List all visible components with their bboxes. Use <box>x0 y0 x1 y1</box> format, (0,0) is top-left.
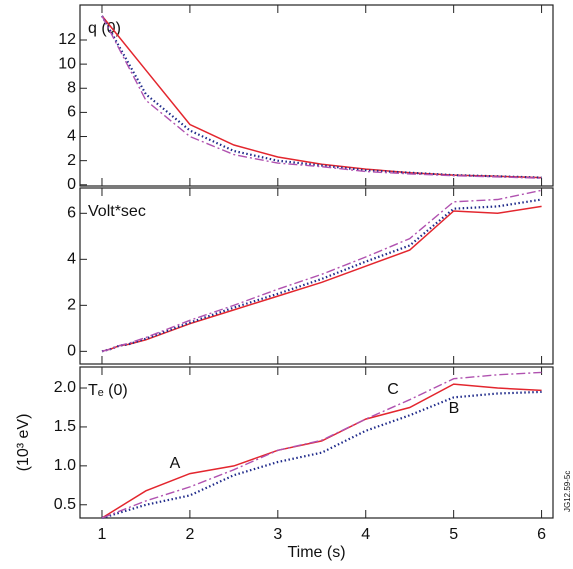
series-line <box>101 189 542 352</box>
y-tick-label: 6 <box>67 104 76 121</box>
series-label: C <box>387 381 399 398</box>
y-tick-label: 1.5 <box>54 418 76 435</box>
y-tick-label: 6 <box>67 205 76 222</box>
x-tick-label: 1 <box>98 526 107 543</box>
x-tick-label: 2 <box>185 526 194 543</box>
series-line <box>101 371 542 519</box>
x-tick-label: 4 <box>361 526 370 543</box>
y-tick-label: 12 <box>58 31 76 48</box>
y-tick-label: 2 <box>67 152 76 169</box>
y-axis-label: (10³ eV) <box>15 414 32 472</box>
x-tick-label: 3 <box>273 526 282 543</box>
y-tick-label: 8 <box>67 79 76 96</box>
y-tick-label: 1.0 <box>54 457 76 474</box>
x-tick-label: 5 <box>449 526 458 543</box>
series-line <box>101 15 542 179</box>
x-axis-label: Time (s) <box>287 544 345 561</box>
y-tick-label: 2.0 <box>54 379 76 396</box>
plot-frame <box>79 187 554 365</box>
series-line <box>101 15 542 179</box>
plot-frame <box>79 366 554 519</box>
y-tick-label: 0.5 <box>54 496 76 513</box>
plot-frame <box>79 4 554 187</box>
panel-label: q (0) <box>88 20 121 37</box>
panel-label: Tₑ (0) <box>88 382 128 399</box>
series-line <box>101 383 542 519</box>
series-label: B <box>449 400 460 417</box>
series-line <box>101 390 542 520</box>
y-tick-label: 4 <box>67 128 76 145</box>
y-tick-label: 4 <box>67 251 76 268</box>
panel-label: Volt*sec <box>88 203 146 220</box>
x-tick-label: 6 <box>537 526 546 543</box>
y-tick-label: 10 <box>58 55 76 72</box>
y-tick-label: 2 <box>67 297 76 314</box>
series-label: A <box>170 455 181 472</box>
figure-id: JG12.59-5c <box>563 471 572 512</box>
y-tick-label: 0 <box>67 176 76 193</box>
y-tick-label: 0 <box>67 343 76 360</box>
